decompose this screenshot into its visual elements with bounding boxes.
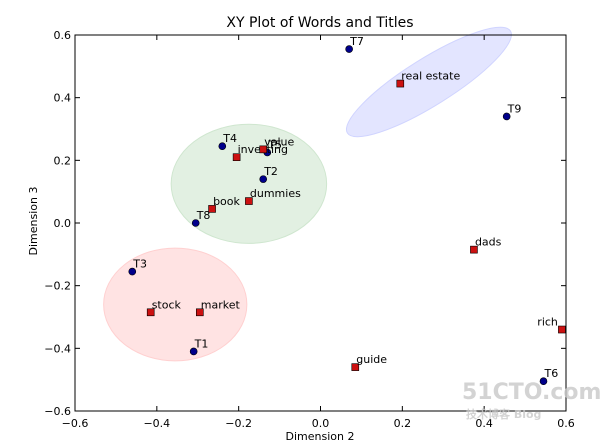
point-label-book: book <box>213 195 240 208</box>
x-tick-label: −0.2 <box>225 417 252 430</box>
x-tick-label: 0.4 <box>475 417 493 430</box>
point-label-dads: dads <box>475 236 502 249</box>
x-tick-label: 0.6 <box>557 417 575 430</box>
watermark: 51CTO.com 技术博客 Blog <box>462 380 601 421</box>
y-axis-label: Dimension 3 <box>27 187 40 256</box>
point-t9 <box>502 112 511 121</box>
point-value <box>259 145 268 154</box>
point-label-value: value <box>264 135 294 148</box>
point-label-real-estate: real estate <box>401 70 460 83</box>
point-label-t8: T8 <box>196 209 211 222</box>
x-tick-label: 0.2 <box>394 417 412 430</box>
point-dads <box>470 245 478 254</box>
point-label-t4: T4 <box>222 132 237 145</box>
point-label-t2: T2 <box>263 165 278 178</box>
y-tick-label: 0.2 <box>54 154 72 167</box>
point-guide <box>351 363 360 371</box>
watermark-sub: 技术博客 Blog <box>466 407 541 421</box>
point-label-t1: T1 <box>194 337 209 350</box>
chart-title: XY Plot of Words and Titles <box>226 15 413 31</box>
point-label-t6: T6 <box>543 367 558 380</box>
point-t6 <box>539 377 548 386</box>
cluster-ellipse-2 <box>103 247 248 362</box>
point-investing <box>232 153 241 161</box>
point-t1 <box>189 347 198 356</box>
point-t3 <box>128 267 137 276</box>
axis-ticks: −0.6 −0.4 −0.2 0.0 0.2 0.4 0.6 −0.6 −0.4 −0.2 0.0 0… <box>44 29 574 430</box>
point-book <box>208 205 216 213</box>
y-tick-label: 0.6 <box>54 29 72 42</box>
point-t4 <box>218 142 227 151</box>
x-axis-label: Dimension 2 <box>286 430 355 443</box>
point-label-market: market <box>201 298 241 311</box>
point-label-dummies: dummies <box>250 187 301 200</box>
point-t8 <box>191 219 200 227</box>
y-tick-label: 0.4 <box>54 92 72 105</box>
point-market <box>195 308 204 317</box>
y-tick-label: −0.6 <box>44 405 71 418</box>
y-tick-label: 0.0 <box>54 217 72 230</box>
watermark-main: 51CTO.com <box>462 380 601 405</box>
x-tick-label: 0.0 <box>312 417 330 430</box>
y-tick-label: −0.4 <box>44 342 71 355</box>
point-label-t3: T3 <box>132 258 147 271</box>
x-tick-label: −0.4 <box>143 417 170 430</box>
point-label-stock: stock <box>152 298 182 311</box>
point-dummies <box>245 197 253 205</box>
point-label-t5: T5 <box>267 139 282 152</box>
point-t2 <box>259 175 268 183</box>
point-label-t9: T9 <box>507 102 522 115</box>
point-label-guide: guide <box>356 353 387 366</box>
point-label-t7: T7 <box>349 35 364 48</box>
x-tick-label: −0.6 <box>62 417 89 430</box>
point-t7 <box>345 45 353 53</box>
point-real-estate <box>396 79 405 88</box>
cluster-ellipses <box>103 26 512 362</box>
cluster-ellipse-3 <box>345 26 512 138</box>
data-points: T1T2T3T4T5T6T7T8T9bookdadsdummiesguidein… <box>128 35 566 386</box>
point-rich <box>558 325 566 334</box>
point-label-rich: rich <box>537 316 558 329</box>
point-stock <box>146 308 155 317</box>
y-tick-label: −0.2 <box>44 280 71 293</box>
cluster-ellipse-1 <box>170 123 328 244</box>
